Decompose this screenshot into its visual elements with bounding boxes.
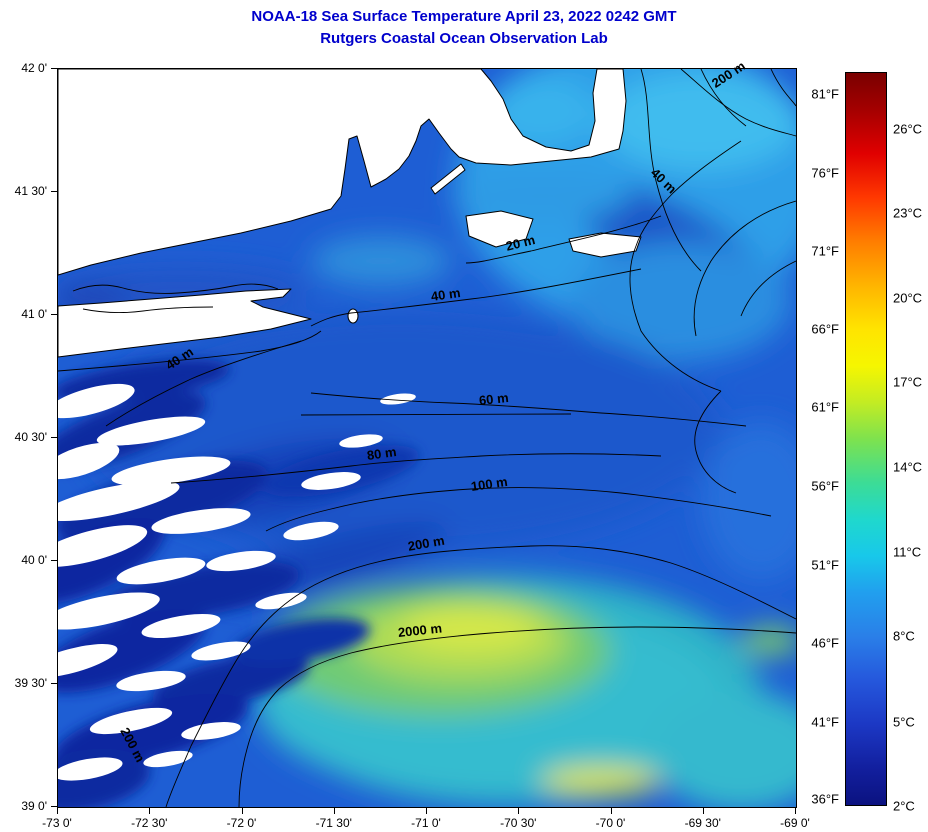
longitude-axis: -73 0' -72 30' -72 0' -71 30' -71 0' -70 30' -… — [42, 808, 810, 832]
y-tick-mark — [51, 560, 57, 562]
colorbar-celsius-label: 8°C — [893, 628, 915, 644]
x-tick-label: -71 0' — [411, 816, 441, 830]
x-tick-label: -73 0' — [42, 816, 72, 830]
x-tick-label: -72 30' — [131, 816, 168, 830]
colorbar-fahrenheit-label: 71°F — [811, 243, 839, 259]
colorbar-fahrenheit-label: 61°F — [811, 399, 839, 415]
x-tick-mark — [333, 808, 335, 814]
colorbar-fahrenheit-label: 51°F — [811, 557, 839, 572]
x-tick-label: -72 0' — [226, 816, 257, 830]
x-tick-mark — [702, 808, 704, 814]
colorbar-fahrenheit-label: 66°F — [811, 321, 839, 337]
colorbar-celsius-label: 17°C — [893, 374, 923, 390]
y-tick-mark — [51, 68, 57, 69]
colorbar-fahrenheit-scale: 81°F 76°F 71°F 66°F 61°F 56°F 51°F 46°F 41°F 36°F — [795, 72, 841, 807]
y-tick-label: 39 0' — [21, 799, 47, 813]
colorbar-fahrenheit-label: 36°F — [811, 791, 839, 807]
x-tick-mark — [795, 808, 796, 814]
x-tick-mark — [518, 808, 520, 814]
sst-map-image — [58, 69, 796, 807]
y-tick-label: 40 0' — [21, 553, 47, 568]
x-tick-mark — [610, 808, 612, 814]
x-tick-mark — [426, 808, 427, 814]
bathymetry-contours — [58, 69, 796, 807]
y-tick-label: 41 0' — [21, 306, 47, 321]
figure-title: NOAA-18 Sea Surface Temperature April 23… — [251, 8, 677, 25]
long-island — [58, 288, 312, 358]
x-tick-mark — [149, 808, 151, 814]
elizabeth-islands — [430, 163, 466, 195]
colorbar-celsius-label: 20°C — [893, 290, 923, 306]
colorbar-celsius-label: 11°C — [893, 544, 922, 560]
colorbar-fahrenheit-label: 41°F — [811, 714, 839, 730]
y-tick-mark — [51, 437, 57, 438]
colorbar-fahrenheit-label: 76°F — [811, 165, 839, 181]
y-tick-label: 40 30' — [14, 430, 47, 444]
y-tick-mark — [51, 313, 57, 315]
colorbar-celsius-scale: 26°C 23°C 20°C 17°C 14°C 11°C 8°C 5°C 2°C — [893, 72, 928, 813]
x-tick-label: -70 30' — [500, 816, 537, 830]
colorbar-celsius-label: 5°C — [893, 714, 915, 730]
mainland-new-england — [58, 69, 627, 276]
x-tick-label: -69 0' — [780, 816, 810, 830]
colorbar-fahrenheit-label: 56°F — [811, 478, 839, 494]
colorbar-celsius-label: 2°C — [893, 798, 915, 814]
colorbar: 81°F 76°F 71°F 66°F 61°F 56°F 51°F 46°F 41°F 36°F… — [795, 72, 928, 814]
nantucket — [568, 232, 642, 258]
y-tick-label: 39 30' — [14, 675, 47, 690]
colorbar-celsius-label: 14°C — [893, 459, 923, 475]
figure-subtitle: Rutgers Coastal Ocean Observation Lab — [320, 30, 608, 47]
cloud-patches — [58, 383, 416, 781]
x-tick-label: -69 30' — [684, 816, 721, 830]
x-tick-mark — [241, 808, 243, 814]
colorbar-fahrenheit-label: 46°F — [811, 635, 839, 651]
colorbar-fahrenheit-label: 81°F — [811, 86, 839, 102]
colorbar-celsius-label: 23°C — [893, 205, 923, 221]
y-tick-mark — [51, 806, 57, 807]
marthas-vineyard — [465, 210, 534, 248]
latitude-axis: 42 0' 41 30' 41 0' 40 30' 40 0' 39 30' 39 0' — [0, 61, 57, 813]
block-island — [347, 308, 359, 324]
x-tick-label: -71 30' — [315, 816, 352, 830]
y-tick-label: 42 0' — [21, 61, 47, 75]
y-tick-mark — [51, 682, 57, 684]
x-tick-label: -70 0' — [595, 816, 626, 830]
colorbar-gradient-bar — [845, 72, 887, 806]
y-tick-label: 41 30' — [14, 184, 47, 199]
y-tick-mark — [51, 191, 57, 193]
colorbar-celsius-label: 26°C — [893, 121, 923, 137]
x-tick-mark — [57, 808, 58, 814]
